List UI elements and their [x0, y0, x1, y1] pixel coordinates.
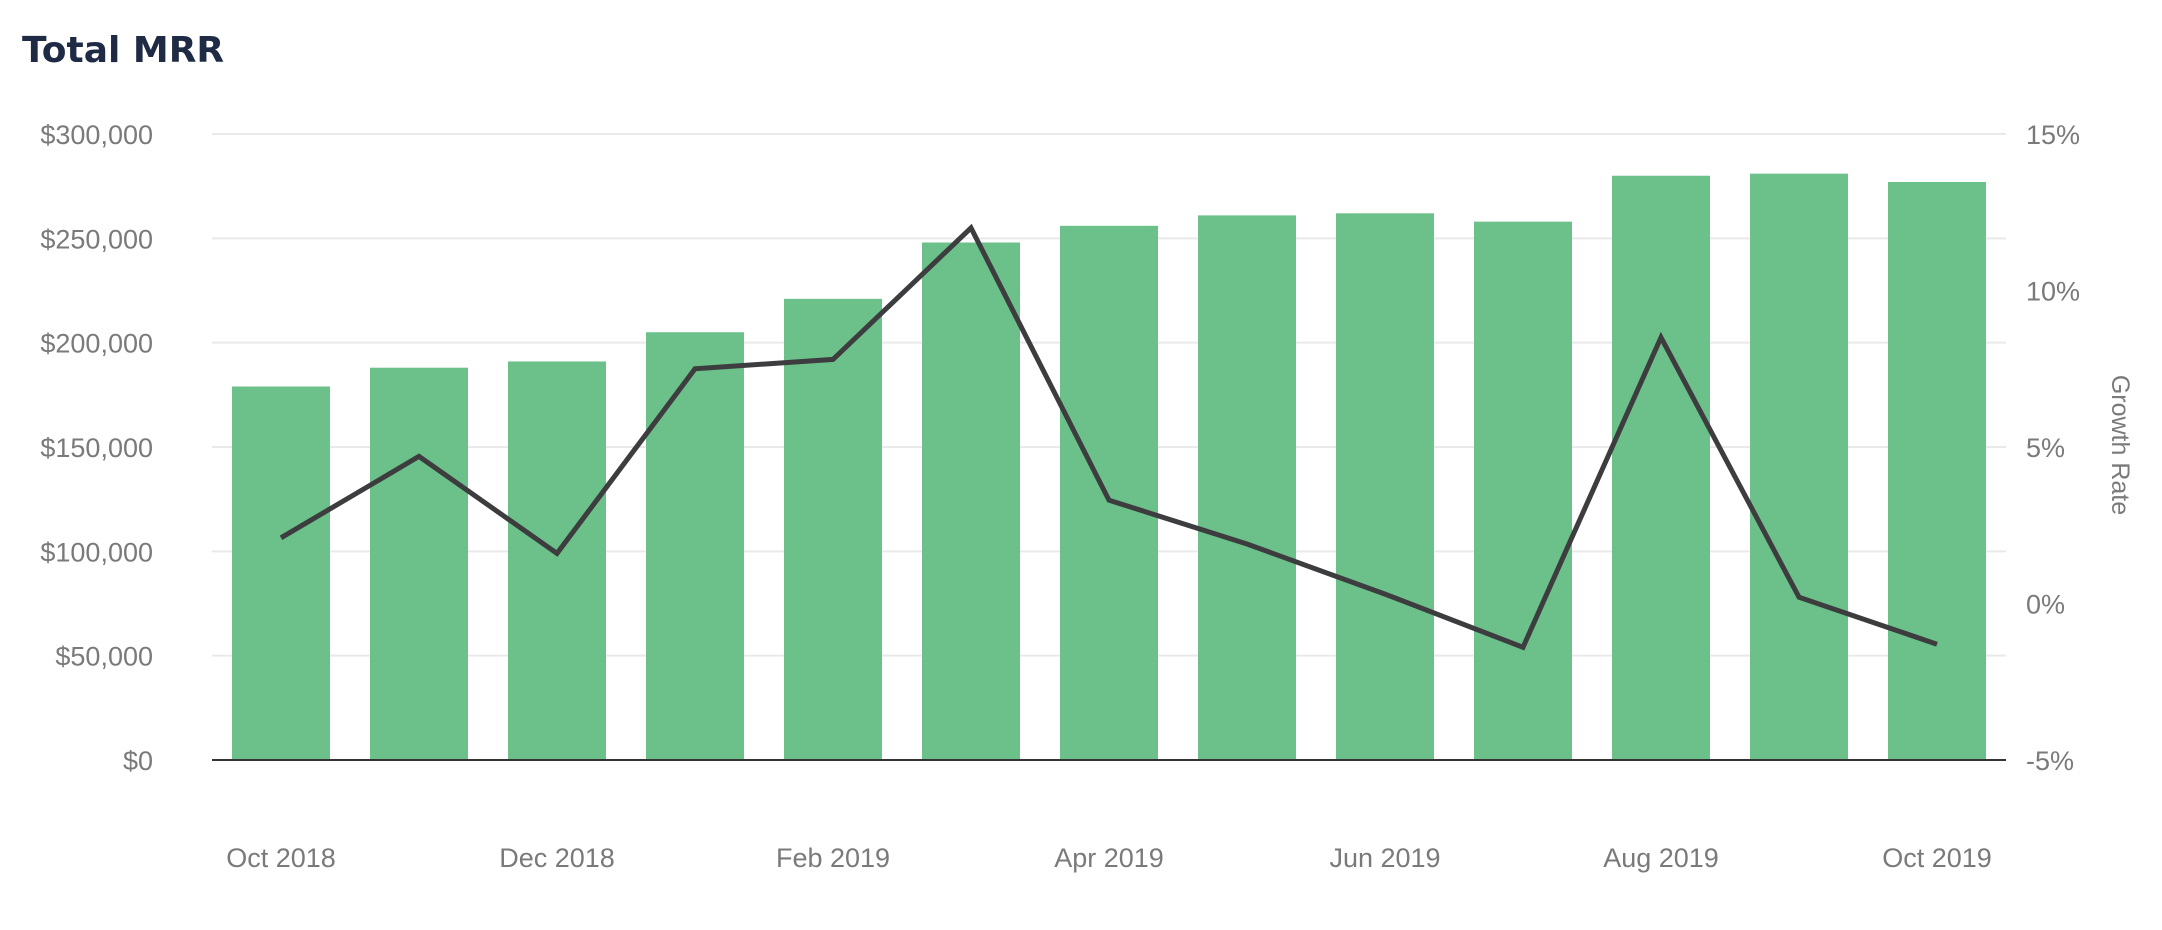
mrr-bar	[232, 386, 330, 760]
x-tick-label: Feb 2019	[776, 843, 890, 873]
mrr-bar	[508, 361, 606, 760]
x-tick-label: Jun 2019	[1329, 843, 1440, 873]
right-tick-label: 0%	[2026, 590, 2065, 620]
mrr-bar	[1888, 181, 1986, 760]
mrr-bar	[922, 242, 1020, 761]
right-tick-label: 10%	[2026, 277, 2080, 307]
mrr-bar	[1474, 221, 1572, 760]
bar-series	[232, 173, 1986, 761]
mrr-bar	[1060, 225, 1158, 760]
x-tick-label: Aug 2019	[1603, 843, 1719, 873]
right-axis-title: Growth Rate	[2106, 375, 2134, 515]
right-axis-ticks: -5% 0% 5% 10% 15%	[2026, 120, 2080, 776]
left-tick-label: $100,000	[40, 537, 153, 567]
mrr-bar	[1612, 175, 1710, 760]
right-tick-label: 15%	[2026, 120, 2080, 150]
left-axis-ticks: $0 $50,000 $100,000 $150,000 $200,000 $250,00…	[40, 120, 153, 776]
left-tick-label: $0	[123, 746, 153, 776]
left-tick-label: $200,000	[40, 329, 153, 359]
x-axis-ticks: Oct 2018 Dec 2018 Feb 2019 Apr 2019 Jun 2019…	[226, 843, 1992, 873]
right-tick-label: 5%	[2026, 433, 2065, 463]
left-tick-label: $150,000	[40, 433, 153, 463]
growth-rate-series	[279, 223, 1938, 651]
left-tick-label: $50,000	[55, 642, 153, 672]
mrr-bar	[784, 298, 882, 760]
mrr-bar	[646, 332, 744, 760]
mrr-bar	[370, 367, 468, 760]
chart-title: Total MRR	[22, 30, 225, 71]
mrr-bar	[1336, 213, 1434, 760]
mrr-bar	[1198, 215, 1296, 760]
left-tick-label: $300,000	[40, 120, 153, 150]
x-tick-label: Oct 2019	[1882, 843, 1992, 873]
left-tick-label: $250,000	[40, 224, 153, 254]
x-tick-label: Oct 2018	[226, 843, 336, 873]
right-tick-label: -5%	[2026, 746, 2074, 776]
mrr-bar	[1750, 173, 1848, 760]
x-tick-label: Apr 2019	[1054, 843, 1164, 873]
x-tick-label: Dec 2018	[499, 843, 615, 873]
